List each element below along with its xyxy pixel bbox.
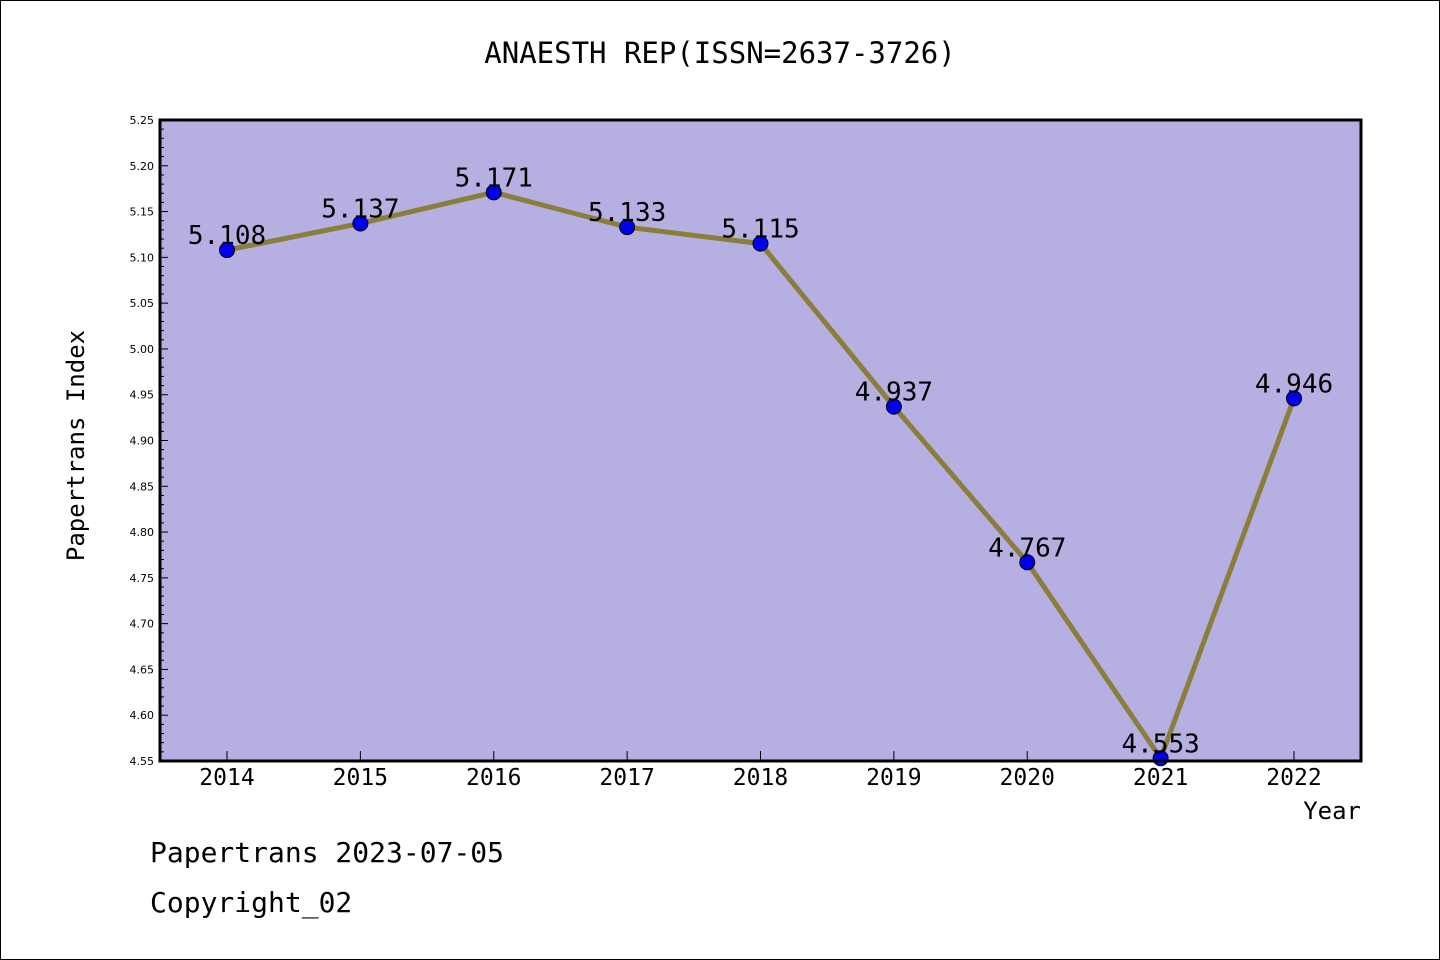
data-label: 4.937 xyxy=(855,378,933,408)
x-tick-label: 2019 xyxy=(866,765,921,791)
y-tick-label: 4.85 xyxy=(130,480,155,493)
y-tick-label: 5.05 xyxy=(130,297,155,310)
data-label: 4.553 xyxy=(1121,729,1199,759)
y-tick-label: 5.20 xyxy=(130,160,155,173)
y-tick-label: 4.70 xyxy=(130,618,155,631)
data-point xyxy=(485,184,502,201)
data-point xyxy=(885,398,902,415)
x-tick-label: 2016 xyxy=(466,765,521,791)
data-label: 5.115 xyxy=(721,215,799,245)
y-tick-label: 4.95 xyxy=(130,389,155,402)
x-tick-label: 2015 xyxy=(333,765,388,791)
data-point xyxy=(352,215,369,232)
data-label: 5.171 xyxy=(455,163,533,193)
data-label: 4.767 xyxy=(988,533,1066,563)
y-tick-label: 4.90 xyxy=(130,435,155,448)
x-axis-title: Year xyxy=(1303,797,1361,825)
data-point xyxy=(752,235,769,252)
x-tick-label: 2022 xyxy=(1266,765,1321,791)
y-tick-label: 4.75 xyxy=(130,572,155,585)
data-label: 5.133 xyxy=(588,198,666,228)
y-tick-label: 4.55 xyxy=(130,755,155,768)
x-tick-label: 2018 xyxy=(733,765,788,791)
y-tick-label: 5.00 xyxy=(130,343,155,356)
x-tick-label: 2014 xyxy=(199,765,254,791)
x-tick-label: 2020 xyxy=(1000,765,1055,791)
x-tick-label: 2017 xyxy=(599,765,654,791)
data-point xyxy=(619,219,636,236)
y-tick-label: 5.25 xyxy=(130,114,155,127)
footer-copyright: Copyright_02 xyxy=(150,886,353,919)
data-point xyxy=(219,242,235,259)
y-tick-label: 5.10 xyxy=(130,251,155,264)
y-tick-label: 4.60 xyxy=(130,709,155,722)
chart-title: ANAESTH REP(ISSN=2637-3726) xyxy=(484,36,956,70)
data-label: 4.946 xyxy=(1255,369,1333,399)
y-tick-label: 4.80 xyxy=(130,526,155,539)
plot-border xyxy=(158,118,1363,763)
x-tick-label: 2021 xyxy=(1133,765,1188,791)
y-tick-label: 5.15 xyxy=(130,206,155,219)
data-point xyxy=(1019,554,1036,571)
y-axis-title: Papertrans Index xyxy=(62,330,90,561)
data-label: 5.108 xyxy=(188,221,266,251)
data-label: 5.137 xyxy=(321,194,399,224)
data-point xyxy=(1286,390,1302,407)
y-tick-label: 4.65 xyxy=(130,663,155,676)
footer-date: Papertrans 2023-07-05 xyxy=(150,836,505,869)
